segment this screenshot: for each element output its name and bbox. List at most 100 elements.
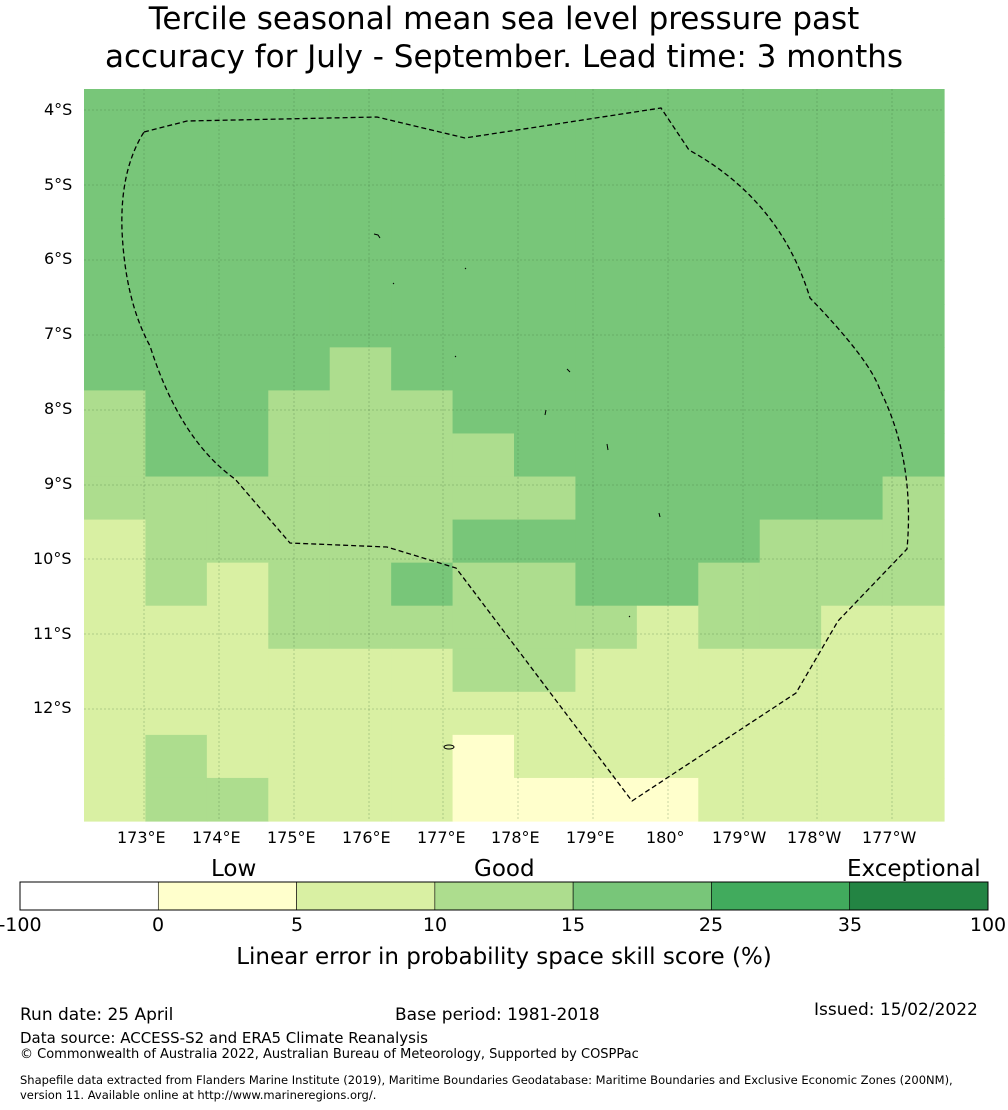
grid-cell [514, 734, 577, 779]
lat-label: 7°S [44, 324, 73, 343]
grid-cell [698, 390, 761, 435]
grid-cell [391, 562, 454, 607]
grid-cell [698, 175, 761, 219]
grid-cell [391, 605, 454, 650]
grid-cell [636, 304, 699, 348]
grid-cell [84, 175, 147, 219]
grid-cell [698, 433, 761, 478]
grid-cell [329, 347, 392, 392]
colorbar-frame [19, 881, 989, 911]
colorbar-segment [711, 881, 851, 911]
grid-cell [698, 605, 761, 650]
grid-cell [145, 304, 208, 348]
lon-label: 178°E [491, 828, 540, 847]
grid-cell [206, 261, 269, 305]
grid-cell [452, 132, 515, 176]
grid-cell [698, 777, 761, 822]
grid-cell [698, 89, 761, 133]
grid-cell [206, 390, 269, 435]
grid-cell [145, 347, 208, 392]
base-period: Base period: 1981-2018 [395, 1005, 600, 1025]
grid-cell [821, 347, 884, 392]
grid-cell [759, 347, 822, 392]
title-line-2: accuracy for July - September. Lead time… [104, 39, 904, 75]
grid-cell [759, 648, 822, 693]
grid-cell [636, 777, 699, 822]
grid-cell [84, 605, 147, 650]
grid-cell [575, 218, 638, 262]
grid-cell [329, 734, 392, 779]
grid-cell [268, 433, 331, 478]
grid-cell [84, 304, 147, 348]
grid-cell [206, 562, 269, 607]
grid-cell [329, 261, 392, 305]
grid-cell [514, 175, 577, 219]
run-date: Run date: 25 April [20, 1005, 174, 1025]
grid-cell [452, 304, 515, 348]
grid-cell [821, 691, 884, 736]
grid-cell [698, 218, 761, 262]
chart-title: Tercile seasonal mean sea level pressure… [0, 0, 1008, 76]
grid-cell [514, 390, 577, 435]
grid-cell [821, 519, 884, 564]
grid-cell [882, 519, 945, 564]
grid-cell [329, 777, 392, 822]
lat-label: 5°S [44, 175, 73, 194]
grid-cell [882, 605, 945, 650]
grid-cell [575, 390, 638, 435]
grid-cell [206, 89, 269, 133]
grid-cell [84, 132, 147, 176]
grid-cell [514, 218, 577, 262]
grid-cell [268, 347, 331, 392]
lat-label: 8°S [44, 399, 73, 418]
lat-label: 12°S [33, 698, 72, 717]
grid-cell [575, 89, 638, 133]
lon-label: 179°E [566, 828, 615, 847]
grid-cell [514, 605, 577, 650]
grid-cell [514, 519, 577, 564]
grid-cell [882, 390, 945, 435]
grid-cell [329, 605, 392, 650]
grid-cell [698, 691, 761, 736]
grid-cell [759, 89, 822, 133]
colorbar-title: Linear error in probability space skill … [236, 944, 772, 970]
grid-cell [268, 605, 331, 650]
grid-cell [821, 261, 884, 305]
grid-cell [452, 175, 515, 219]
grid-cell [514, 777, 577, 822]
shapefile-credit: Shapefile data extracted from Flanders M… [20, 1073, 953, 1087]
lat-label: 11°S [33, 624, 72, 643]
grid-cell [514, 347, 577, 392]
colorbar-tick: 100 [969, 914, 1007, 936]
grid-cell [759, 476, 822, 521]
grid-cell [698, 347, 761, 392]
grid-cell [452, 261, 515, 305]
grid-cell [452, 519, 515, 564]
grid-cell [329, 433, 392, 478]
grid-cell [882, 777, 945, 822]
grid-cell [575, 347, 638, 392]
colorbar-segment [434, 881, 574, 911]
grid-cell [84, 347, 147, 392]
grid-cell [391, 132, 454, 176]
lon-label: 177°E [417, 828, 466, 847]
grid-cell [821, 304, 884, 348]
data-source: Data source: ACCESS-S2 and ERA5 Climate … [20, 1029, 428, 1047]
grid-cell [759, 562, 822, 607]
grid-cell [206, 734, 269, 779]
lat-label: 6°S [44, 249, 73, 268]
grid-cell [882, 175, 945, 219]
grid-cell [391, 390, 454, 435]
grid-cell [514, 261, 577, 305]
grid-cell [759, 777, 822, 822]
grid-cell [329, 648, 392, 693]
grid-cell [882, 132, 945, 176]
grid-cell [882, 562, 945, 607]
grid-cell [636, 433, 699, 478]
colorbar-tick: 0 [151, 914, 165, 936]
legend-category-good: Good [474, 856, 535, 882]
grid-cell [882, 261, 945, 305]
grid-cell [268, 691, 331, 736]
colorbar-segment [157, 881, 297, 911]
